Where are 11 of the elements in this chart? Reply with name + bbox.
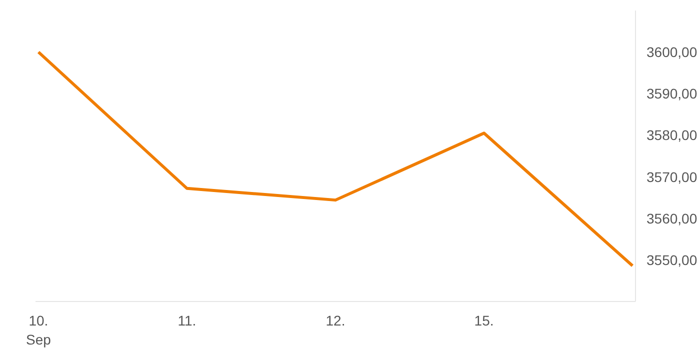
x-tick-label: 15.	[474, 312, 494, 328]
y-tick-label: 3590,00	[646, 86, 698, 102]
line-series	[36, 50, 634, 268]
y-tick-label: 3600,00	[646, 44, 698, 60]
y-tick-label: 3580,00	[646, 127, 698, 144]
y-tick-label: 3560,00	[646, 210, 698, 226]
x-tick-label: 12.	[326, 312, 346, 328]
y-tick-label: 3570,00	[646, 168, 698, 185]
y-tick-label: 3550,00	[646, 252, 698, 268]
x-tick-label: 10. Sep	[26, 312, 52, 348]
x-tick-label: 11.	[178, 312, 196, 328]
